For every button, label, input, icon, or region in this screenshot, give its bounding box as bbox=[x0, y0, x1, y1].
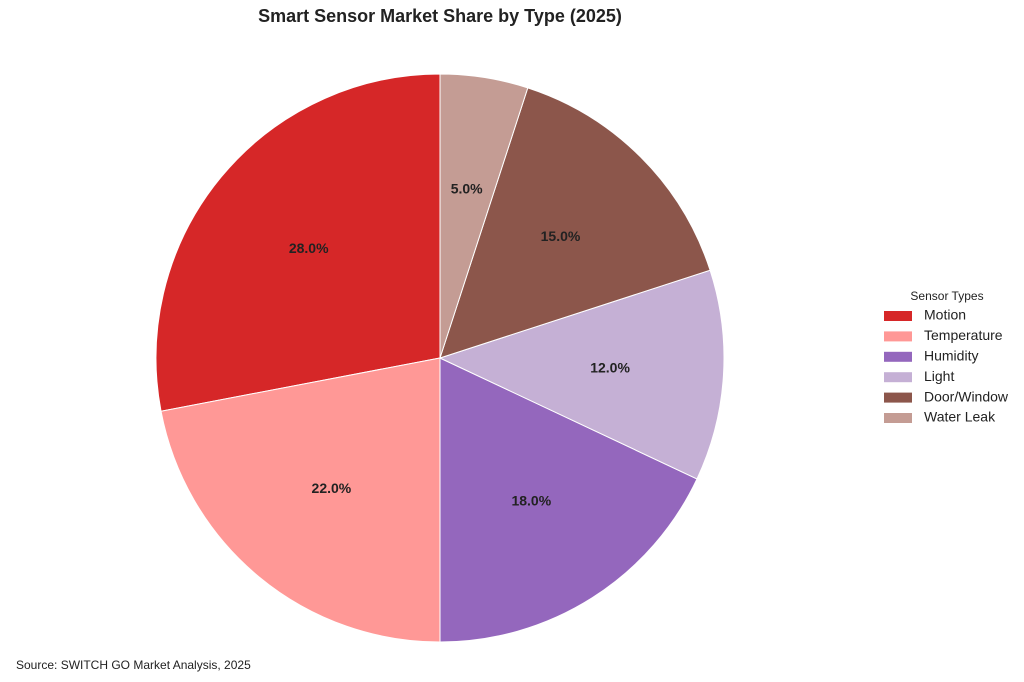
pie-slice bbox=[439, 87, 711, 359]
pie-slice bbox=[438, 269, 725, 480]
pie-slice bbox=[439, 357, 698, 643]
data-label: 22.0% bbox=[312, 480, 352, 496]
legend-label: Temperature bbox=[924, 327, 1003, 343]
data-label: 18.0% bbox=[511, 493, 551, 509]
legend-label: Door/Window bbox=[924, 388, 1009, 404]
data-label: 15.0% bbox=[541, 228, 581, 244]
legend-label: Humidity bbox=[924, 348, 978, 364]
legend-label: Light bbox=[924, 368, 954, 384]
legend-swatch bbox=[884, 372, 912, 383]
data-label: 12.0% bbox=[590, 359, 630, 375]
legend-label: Water Leak bbox=[924, 409, 996, 425]
legend-swatch bbox=[884, 351, 912, 362]
chart-title: Smart Sensor Market Share by Type (2025) bbox=[258, 6, 622, 26]
legend-swatch bbox=[884, 392, 912, 403]
legend-label: Motion bbox=[924, 307, 966, 323]
data-label: 5.0% bbox=[451, 180, 483, 196]
legend-swatch bbox=[884, 413, 912, 423]
legend-swatch bbox=[884, 311, 912, 321]
pie-slice bbox=[160, 357, 441, 643]
legend-title: Sensor Types bbox=[910, 289, 983, 303]
data-label: 28.0% bbox=[289, 240, 329, 256]
legend-swatch bbox=[884, 331, 912, 342]
pie-slice bbox=[155, 73, 441, 412]
source-note: Source: SWITCH GO Market Analysis, 2025 bbox=[16, 658, 251, 672]
pie-slice bbox=[439, 73, 529, 359]
